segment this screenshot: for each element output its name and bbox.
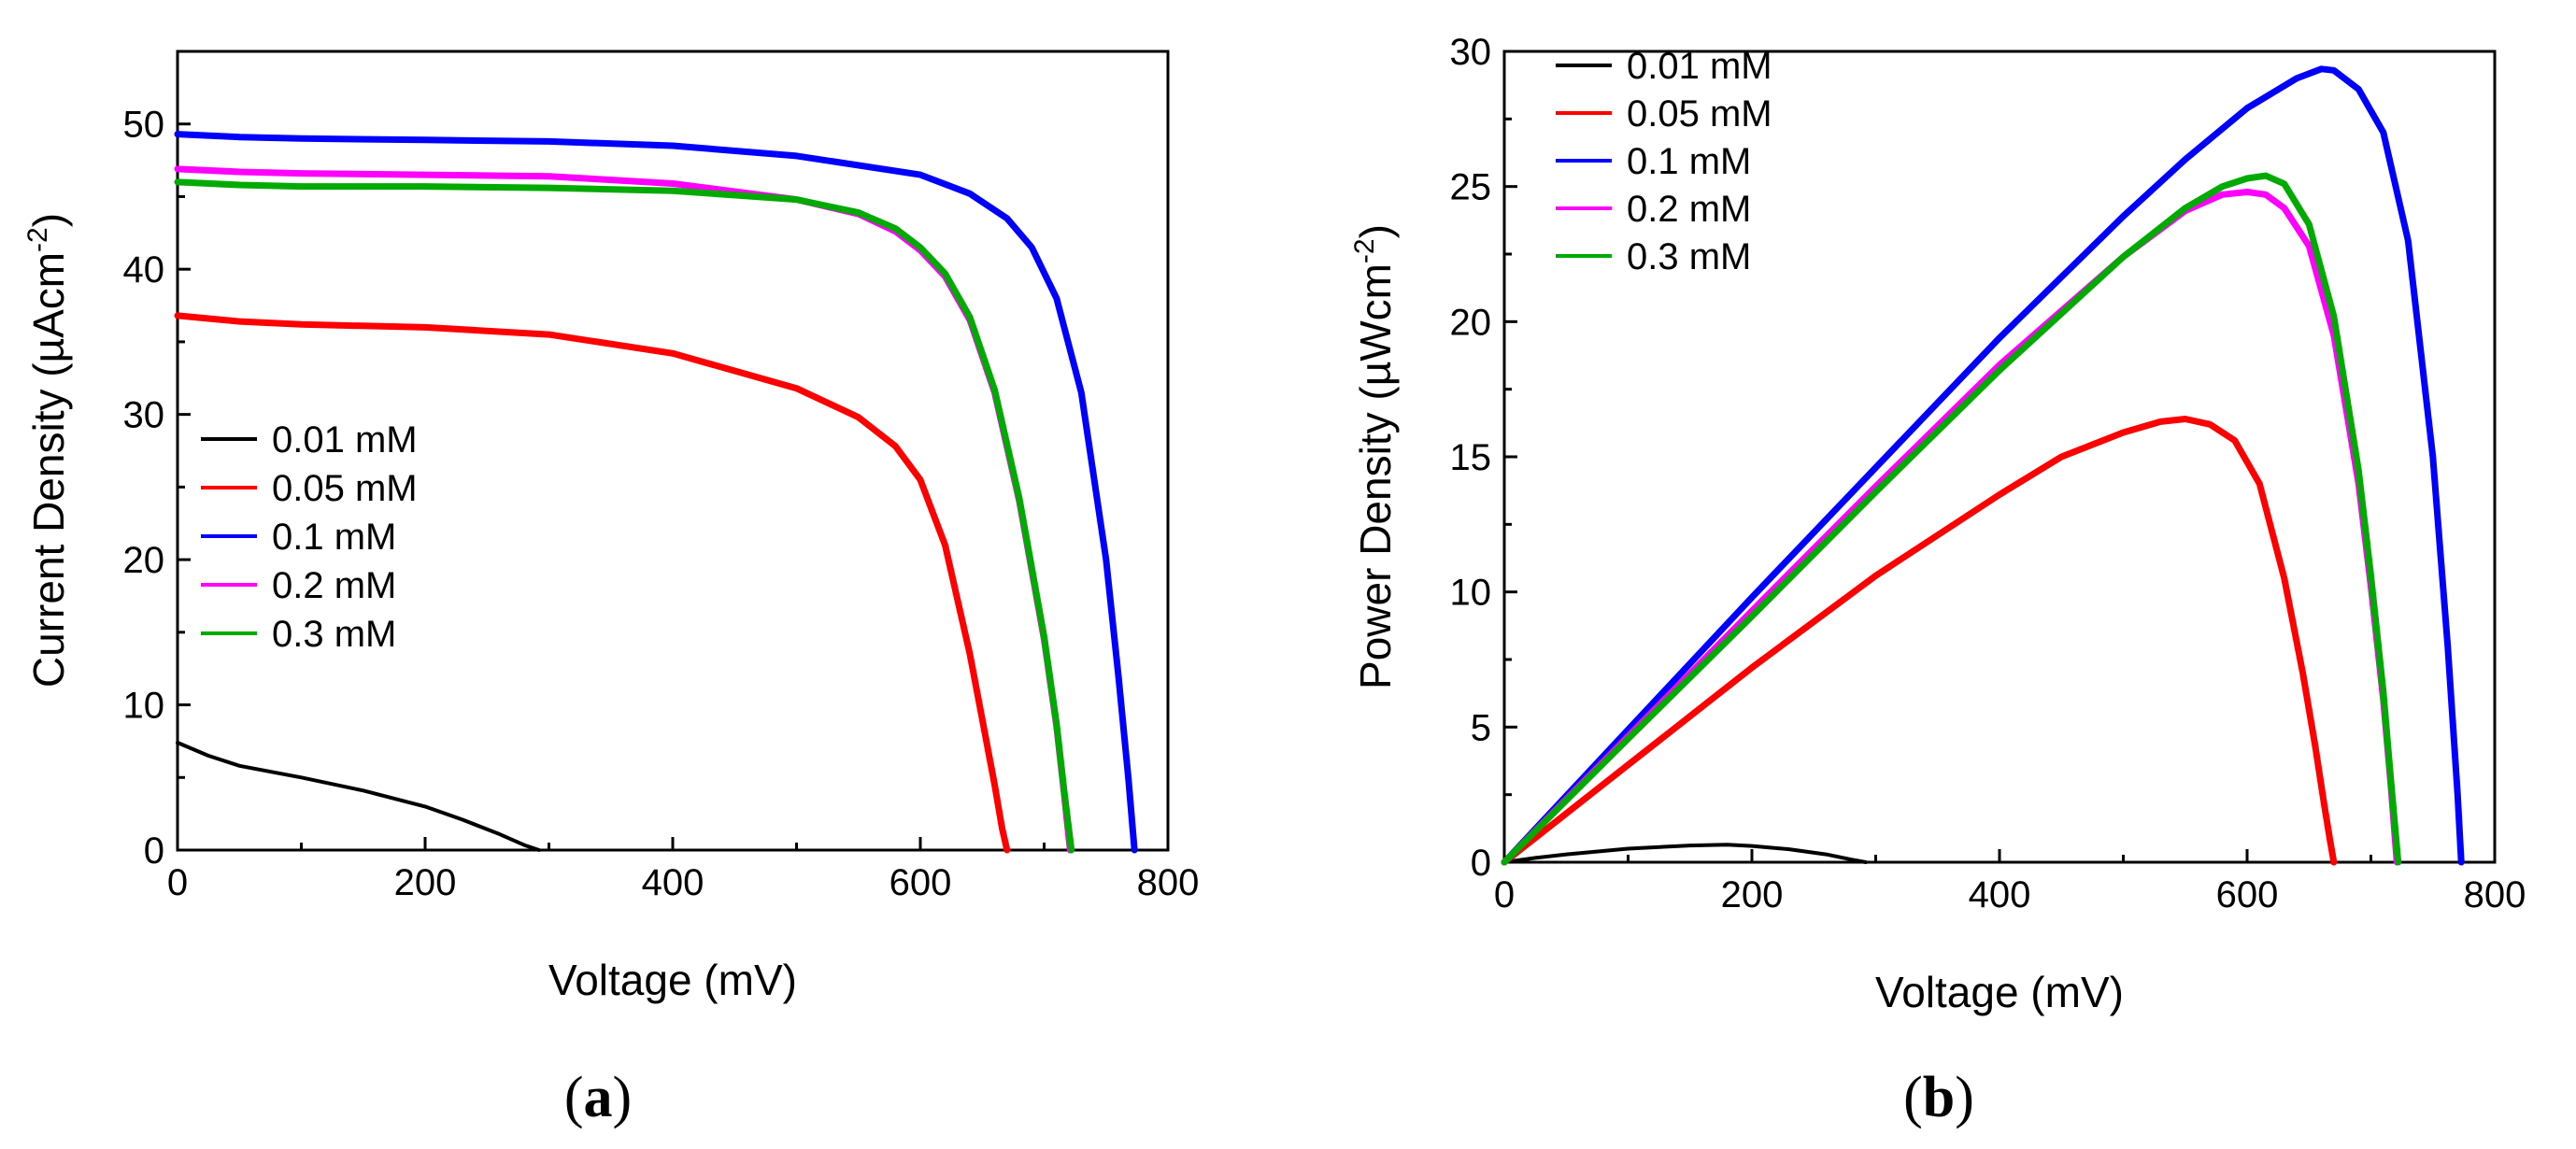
- x-tick-label-b-200: 200: [1721, 874, 1784, 915]
- x-tick-label-b-0: 0: [1494, 874, 1515, 915]
- series-line-b-0: [1502, 843, 1868, 864]
- x-tick-label-b-600: 600: [2216, 874, 2279, 915]
- x-tick-label-a-200: 200: [394, 862, 457, 903]
- x-tick-label-a-0: 0: [167, 862, 188, 903]
- legend-label-a-1: 0.05 mM: [272, 468, 418, 509]
- legend-label-a-0: 0.01 mM: [272, 419, 418, 461]
- x-tick-label-a-800: 800: [1137, 862, 1200, 903]
- x-tick-label-a-600: 600: [890, 862, 952, 903]
- y-axis-label-a-sup: -2: [22, 227, 53, 252]
- x-axis-label-a: Voltage (mV): [548, 956, 797, 1004]
- legend-b: 0.01 mM 0.05 mM 0.1 mM 0.2 mM 0.3 mM: [1556, 46, 1772, 277]
- series-line-b-4: [1501, 172, 2402, 866]
- y-tick-label-a-10: 10: [123, 686, 165, 727]
- series-line-b-2: [1501, 65, 2465, 866]
- y-tick-label-b-20: 20: [1450, 302, 1492, 343]
- legend-label-b-2: 0.1 mM: [1627, 141, 1751, 182]
- caption-b-letter: b: [1923, 1066, 1955, 1129]
- legend-label-b-4: 0.3 mM: [1627, 236, 1751, 277]
- chart-panel-b: 0 200 400 600 800 0 5 10 15 20 25 30 0.01 mM 0.05 mM…: [1349, 32, 2526, 1129]
- y-tick-label-b-25: 25: [1450, 167, 1492, 208]
- legend-a: 0.01 mM 0.05 mM 0.1 mM 0.2 mM 0.3 mM: [201, 419, 418, 655]
- y-axis-label-a-end: ): [24, 213, 73, 227]
- series-line-a-0: [176, 741, 541, 852]
- y-tick-label-a-50: 50: [123, 105, 165, 146]
- legend-label-b-0: 0.01 mM: [1627, 46, 1772, 87]
- series-line-a-3: [174, 165, 1074, 854]
- y-tick-label-a-30: 30: [123, 395, 165, 436]
- y-tick-label-b-10: 10: [1450, 573, 1492, 614]
- x-tick-label-a-400: 400: [642, 862, 704, 903]
- y-axis-label-b-end: ): [1351, 224, 1400, 238]
- y-axis-label-b: Power Density (µWcm-2): [1349, 224, 1400, 689]
- y-tick-label-b-30: 30: [1450, 32, 1492, 73]
- legend-label-b-3: 0.2 mM: [1627, 189, 1751, 230]
- y-axis-label-b-main: Power Density (µWcm: [1351, 263, 1400, 689]
- caption-a-close: ): [613, 1066, 633, 1129]
- series-group-a: [174, 131, 1138, 854]
- y-tick-label-a-0: 0: [144, 830, 164, 872]
- y-tick-label-a-20: 20: [123, 540, 165, 581]
- y-axis-label-a-main: Current Density (µAcm: [24, 252, 73, 688]
- y-axis-label-a: Current Density (µAcm-2): [22, 213, 73, 688]
- panel-caption-a: (a): [564, 1066, 632, 1129]
- y-tick-label-a-40: 40: [123, 249, 165, 291]
- series-line-a-1: [174, 312, 1011, 854]
- series-line-a-4: [174, 178, 1075, 854]
- series-group-b: [1501, 65, 2465, 866]
- caption-a-open: (: [564, 1066, 584, 1129]
- axis-ticks-a: 0 200 400 600 800 0 10 20 30 40 50: [123, 50, 1200, 903]
- series-line-b-1: [1501, 416, 2338, 866]
- legend-label-a-3: 0.2 mM: [272, 565, 396, 606]
- axis-ticks-b: 0 200 400 600 800 0 5 10 15 20 25 30: [1450, 32, 2526, 915]
- y-tick-label-b-5: 5: [1471, 707, 1491, 748]
- legend-label-a-4: 0.3 mM: [272, 614, 396, 655]
- x-tick-label-b-400: 400: [1969, 874, 2031, 915]
- caption-b-close: ): [1955, 1066, 1974, 1129]
- y-axis-label-b-sup: -2: [1349, 238, 1380, 263]
- caption-b-open: (: [1903, 1066, 1923, 1129]
- y-tick-label-b-15: 15: [1450, 437, 1492, 478]
- x-axis-label-b: Voltage (mV): [1875, 968, 2124, 1016]
- legend-label-a-2: 0.1 mM: [272, 517, 396, 558]
- caption-a-letter: a: [584, 1066, 613, 1129]
- panel-caption-b: (b): [1903, 1066, 1974, 1129]
- series-line-a-2: [174, 131, 1138, 854]
- legend-label-b-1: 0.05 mM: [1627, 93, 1772, 135]
- y-tick-label-b-0: 0: [1471, 843, 1491, 884]
- x-tick-label-b-800: 800: [2464, 874, 2526, 915]
